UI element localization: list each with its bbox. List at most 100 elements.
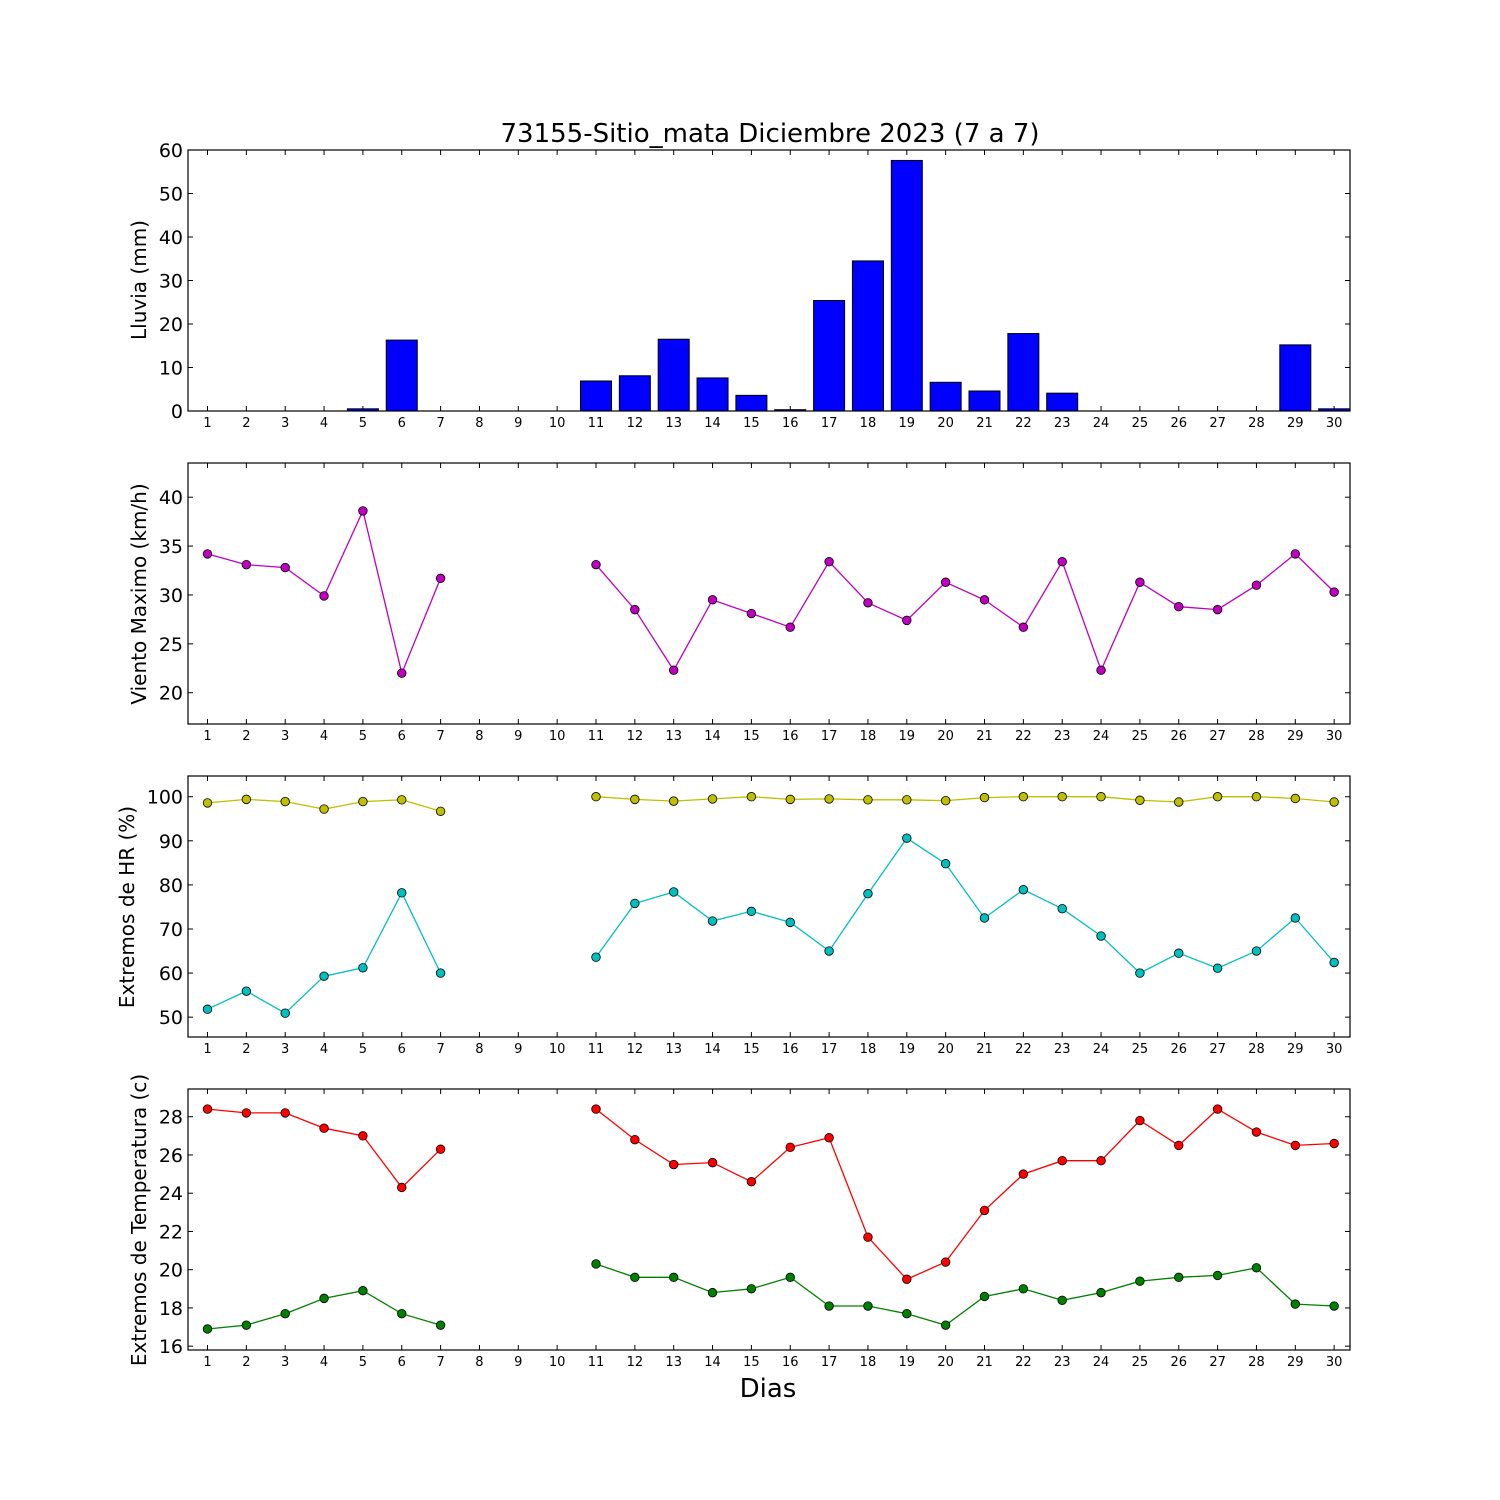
humidity-xtick-label: 21	[976, 1042, 993, 1057]
temperature-series-2-point	[902, 1308, 912, 1319]
wind-series-1-point	[669, 665, 679, 675]
wind-xtick-label: 11	[588, 729, 605, 744]
humidity-series-2-point	[591, 952, 601, 962]
temperature-series-2-point	[863, 1301, 873, 1311]
temperature-series-1-point	[1135, 1115, 1145, 1126]
temperature-series-1-point	[940, 1257, 951, 1267]
wind-series-1-point	[202, 549, 213, 559]
rain-xtick-label: 2	[242, 416, 250, 431]
temperature-series-2-point	[1212, 1270, 1223, 1281]
humidity-series-1-point	[202, 798, 213, 808]
humidity-series-1-point	[435, 806, 446, 816]
rain-xtick-label: 13	[665, 416, 682, 431]
wind-series-1-point	[280, 562, 290, 573]
temperature-series-2-point	[202, 1324, 213, 1334]
temperature-series-2-point	[1290, 1299, 1301, 1309]
temperature-ytick-label: 24	[159, 1183, 183, 1205]
rain-xtick-label: 26	[1170, 416, 1187, 431]
humidity-xtick-label: 6	[398, 1042, 406, 1057]
humidity-xtick-label: 24	[1093, 1042, 1110, 1057]
wind-xtick-label: 30	[1326, 729, 1343, 744]
temperature-series-2-point	[940, 1320, 951, 1330]
humidity-series-2-point	[1290, 913, 1301, 923]
rain-bar	[696, 377, 729, 412]
humidity-series-2-point	[241, 986, 252, 996]
humidity-series-2-point	[1057, 904, 1067, 914]
humidity-xtick-label: 4	[320, 1042, 328, 1057]
humidity-series-1-point	[1018, 792, 1029, 802]
wind-xtick-label: 1	[203, 729, 211, 744]
temperature-series-1-point	[241, 1108, 252, 1118]
wind-plot-area	[188, 463, 1350, 724]
humidity-xtick-label: 3	[281, 1042, 289, 1057]
temperature-series-1-point	[435, 1144, 446, 1154]
rain-xtick-label: 14	[704, 416, 721, 431]
humidity-series-1-point	[940, 795, 951, 806]
temperature-series-1-point	[1057, 1156, 1067, 1166]
humidity-ytick-label: 60	[159, 963, 183, 985]
humidity-xtick-label: 5	[359, 1042, 367, 1057]
temperature-xtick-label: 29	[1287, 1355, 1304, 1370]
temperature-series-1-point	[1212, 1104, 1223, 1114]
rain-xtick-label: 18	[860, 416, 877, 431]
humidity-xtick-label: 11	[588, 1042, 605, 1057]
rain-bar	[1007, 333, 1040, 412]
wind-series-1-point	[1135, 577, 1145, 587]
rain-xtick-label: 28	[1248, 416, 1265, 431]
temperature-series-2-point	[280, 1308, 290, 1319]
wind-xtick-label: 18	[860, 729, 877, 744]
rain-xtick-label: 24	[1093, 416, 1110, 431]
rain-bar	[851, 260, 884, 412]
temperature-series-1-point	[630, 1134, 640, 1145]
humidity-series-2-point	[397, 888, 407, 898]
temperature-chart: Extremos de Temperatura (c) 161820222426…	[127, 1074, 1351, 1370]
humidity-series-2-point	[669, 887, 679, 897]
humidity-series-2-point	[785, 917, 795, 928]
temperature-series-1-point	[397, 1182, 407, 1193]
rain-ytick-label: 60	[159, 140, 183, 162]
temperature-ytick-label: 26	[159, 1145, 183, 1167]
humidity-series-1-point	[1251, 792, 1262, 802]
temperature-series-1-point	[280, 1108, 290, 1118]
humidity-series-2-point	[902, 833, 912, 843]
wind-series-1-point	[397, 668, 407, 678]
humidity-series-2-point	[940, 859, 951, 869]
rain-plot-frame	[187, 149, 1351, 412]
humidity-series-2-point	[358, 963, 368, 973]
humidity-xtick-label: 12	[627, 1042, 644, 1057]
humidity-series-2-point	[1135, 968, 1145, 978]
humidity-xtick-label: 29	[1287, 1042, 1304, 1057]
temperature-xtick-label: 20	[937, 1355, 954, 1370]
temperature-series-2-point	[785, 1272, 795, 1283]
temperature-ytick-label: 22	[159, 1221, 183, 1243]
temperature-series-2-point	[1174, 1272, 1184, 1283]
rain-bar	[1279, 344, 1312, 412]
humidity-series-2-point	[863, 889, 873, 899]
temperature-xtick-label: 27	[1209, 1355, 1226, 1370]
temperature-xtick-label: 17	[821, 1355, 838, 1370]
humidity-xtick-label: 8	[475, 1042, 483, 1057]
humidity-ytick-label: 90	[159, 831, 183, 853]
wind-xtick-label: 12	[627, 729, 644, 744]
temperature-series-1-point	[1290, 1140, 1301, 1151]
x-axis-label: Dias	[740, 1374, 797, 1404]
wind-series-1-point	[1251, 580, 1262, 590]
humidity-series-1-point	[280, 796, 290, 807]
wind-xtick-label: 26	[1170, 729, 1187, 744]
temperature-ytick-label: 20	[159, 1260, 183, 1282]
temperature-series-2-point	[746, 1284, 757, 1294]
rain-plot-area	[188, 150, 1350, 411]
wind-series-1-point	[1174, 601, 1184, 612]
wind-xtick-label: 25	[1132, 729, 1149, 744]
temperature-series-1-point	[1329, 1138, 1339, 1149]
wind-series-1-point	[241, 559, 252, 570]
temperature-xtick-label: 23	[1054, 1355, 1071, 1370]
temperature-xtick-label: 15	[743, 1355, 760, 1370]
rain-bar	[968, 390, 1001, 412]
temperature-series-2-point	[1329, 1301, 1339, 1311]
rain-xtick-label: 6	[398, 416, 406, 431]
humidity-series-1-point	[902, 795, 912, 805]
wind-series-1-point	[824, 557, 834, 567]
